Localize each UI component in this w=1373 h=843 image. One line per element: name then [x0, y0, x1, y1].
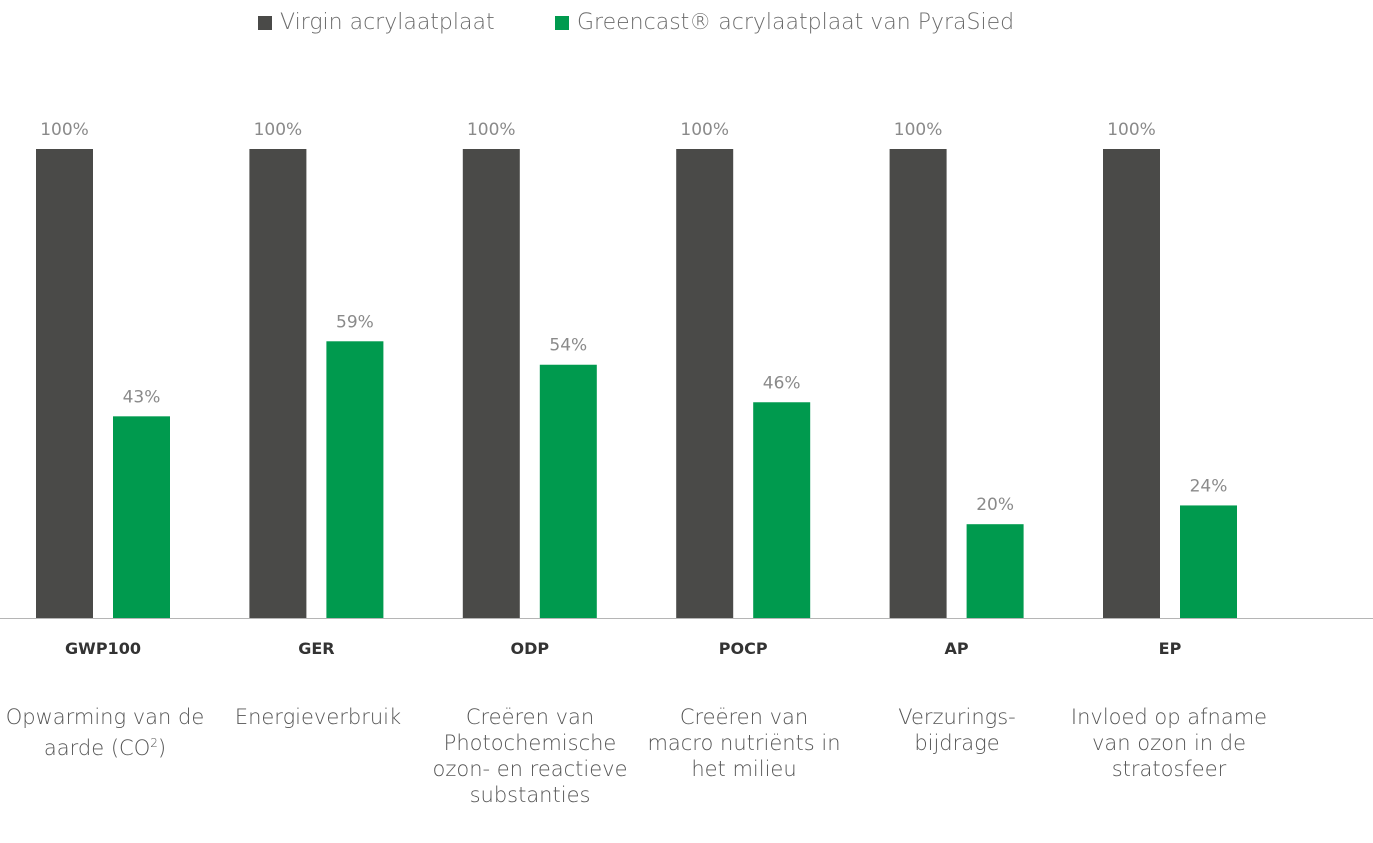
- bar-odp-series-2: [539, 364, 597, 618]
- legend-item-greencast: Greencast® acrylaatplaat van PyraSied: [555, 10, 1014, 35]
- category-description-ap: Verzurings-bijdrage: [898, 705, 1016, 755]
- bar-ger-series-1: [249, 149, 307, 618]
- category-label-ger: GER: [298, 639, 334, 658]
- legend-swatch-greencast: [555, 15, 569, 30]
- data-label-ep-series-2: 24%: [1190, 476, 1228, 496]
- category-description-odp: Creëren van Photochemische ozon- en reac…: [432, 705, 628, 807]
- legend-swatch-virgin: [258, 15, 272, 30]
- data-label-odp-series-1: 100%: [467, 120, 516, 140]
- category-label-ep: EP: [1159, 639, 1182, 658]
- bar-odp-series-1: [462, 149, 520, 618]
- data-label-ap-series-1: 100%: [894, 120, 943, 140]
- data-label-gwp100-series-1: 100%: [40, 120, 89, 140]
- bar-gwp100-series-2: [113, 416, 170, 618]
- bar-pocp-series-2: [753, 402, 811, 618]
- legend: Virgin acrylaatplaat Greencast® acrylaat…: [0, 10, 1373, 40]
- category-label-odp: ODP: [510, 639, 549, 658]
- bar-ep-series-2: [1180, 505, 1237, 618]
- category-description-ep: Invloed op afname van ozon in de stratos…: [1070, 705, 1268, 781]
- category-label-ap: AP: [945, 639, 969, 658]
- data-label-ger-series-1: 100%: [254, 120, 303, 140]
- legend-label-virgin: Virgin acrylaatplaat: [280, 10, 495, 35]
- category-label-pocp: POCP: [719, 639, 768, 658]
- bar-pocp-series-1: [676, 149, 734, 618]
- bar-gwp100-series-1: [36, 149, 93, 618]
- category-description-gwp100: Opwarming van de aarde (CO2): [5, 705, 205, 760]
- category-description-ger: Energieverbruik: [234, 705, 402, 729]
- data-label-ger-series-2: 59%: [336, 312, 374, 332]
- bar-ep-series-1: [1103, 149, 1160, 618]
- category-description-pocp: Creëren van macro nutriënts in het milie…: [647, 705, 841, 781]
- bar-ger-series-2: [326, 341, 384, 618]
- data-label-pocp-series-1: 100%: [680, 120, 729, 140]
- legend-label-greencast: Greencast® acrylaatplaat van PyraSied: [577, 10, 1015, 35]
- bar-ap-series-1: [889, 149, 947, 618]
- data-label-odp-series-2: 54%: [549, 336, 587, 356]
- data-label-ep-series-1: 100%: [1107, 120, 1156, 140]
- data-label-pocp-series-2: 46%: [763, 373, 801, 393]
- data-label-ap-series-2: 20%: [976, 495, 1014, 515]
- data-label-gwp100-series-2: 43%: [123, 387, 161, 407]
- legend-item-virgin: Virgin acrylaatplaat: [258, 10, 495, 35]
- bar-ap-series-2: [966, 524, 1024, 618]
- category-label-gwp100: GWP100: [65, 639, 141, 658]
